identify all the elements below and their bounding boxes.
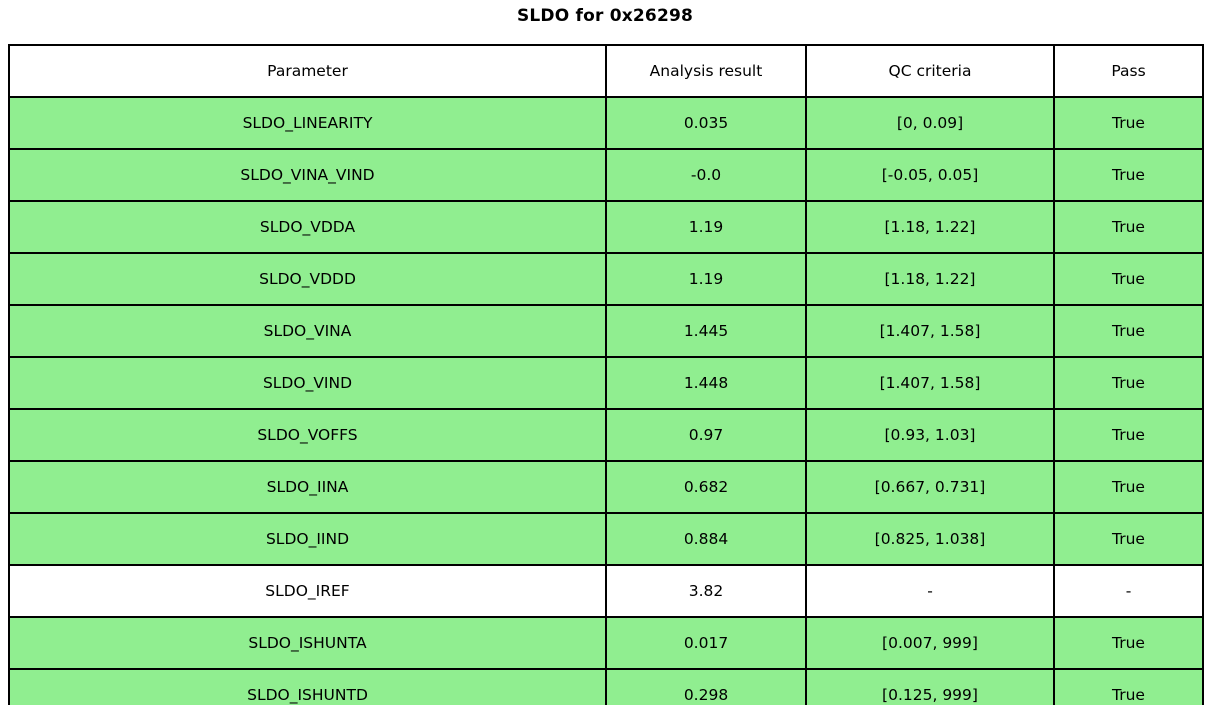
qc-cell: [1.18, 1.22] bbox=[805, 252, 1055, 306]
param-cell: SLDO_VINA bbox=[8, 304, 607, 358]
table-row: SLDO_ISHUNTA 0.017 [0.007, 999] True bbox=[8, 616, 1204, 670]
header-cell-qc-criteria: QC criteria bbox=[805, 44, 1055, 98]
result-cell: 1.19 bbox=[605, 252, 807, 306]
param-cell: SLDO_VDDD bbox=[8, 252, 607, 306]
qc-cell: [0.93, 1.03] bbox=[805, 408, 1055, 462]
pass-cell: - bbox=[1053, 564, 1204, 618]
pass-cell: True bbox=[1053, 96, 1204, 150]
header-cell-parameter: Parameter bbox=[8, 44, 607, 98]
table-row: SLDO_ISHUNTD 0.298 [0.125, 999] True bbox=[8, 668, 1204, 705]
pass-cell: True bbox=[1053, 148, 1204, 202]
result-cell: 3.82 bbox=[605, 564, 807, 618]
table-row: SLDO_VINA 1.445 [1.407, 1.58] True bbox=[8, 304, 1204, 358]
result-cell: 1.445 bbox=[605, 304, 807, 358]
param-cell: SLDO_LINEARITY bbox=[8, 96, 607, 150]
param-cell: SLDO_VIND bbox=[8, 356, 607, 410]
result-cell: 0.298 bbox=[605, 668, 807, 705]
qc-cell: [1.407, 1.58] bbox=[805, 304, 1055, 358]
qc-cell: [0, 0.09] bbox=[805, 96, 1055, 150]
table-row: SLDO_VOFFS 0.97 [0.93, 1.03] True bbox=[8, 408, 1204, 462]
pass-cell: True bbox=[1053, 408, 1204, 462]
pass-cell: True bbox=[1053, 460, 1204, 514]
param-cell: SLDO_IIND bbox=[8, 512, 607, 566]
param-cell: SLDO_VDDA bbox=[8, 200, 607, 254]
table-row: SLDO_IINA 0.682 [0.667, 0.731] True bbox=[8, 460, 1204, 514]
table-row: SLDO_VIND 1.448 [1.407, 1.58] True bbox=[8, 356, 1204, 410]
result-cell: 0.035 bbox=[605, 96, 807, 150]
result-cell: -0.0 bbox=[605, 148, 807, 202]
qc-cell: [-0.05, 0.05] bbox=[805, 148, 1055, 202]
result-cell: 0.884 bbox=[605, 512, 807, 566]
pass-cell: True bbox=[1053, 512, 1204, 566]
table-row: SLDO_VINA_VIND -0.0 [-0.05, 0.05] True bbox=[8, 148, 1204, 202]
table-row: SLDO_VDDD 1.19 [1.18, 1.22] True bbox=[8, 252, 1204, 306]
result-cell: 0.682 bbox=[605, 460, 807, 514]
table-row: SLDO_IREF 3.82 - - bbox=[8, 564, 1204, 618]
header-cell-analysis-result: Analysis result bbox=[605, 44, 807, 98]
table-row: SLDO_LINEARITY 0.035 [0, 0.09] True bbox=[8, 96, 1204, 150]
pass-cell: True bbox=[1053, 356, 1204, 410]
qc-cell: [0.007, 999] bbox=[805, 616, 1055, 670]
result-cell: 1.448 bbox=[605, 356, 807, 410]
result-cell: 0.017 bbox=[605, 616, 807, 670]
param-cell: SLDO_IINA bbox=[8, 460, 607, 514]
pass-cell: True bbox=[1053, 668, 1204, 705]
qc-cell: [0.825, 1.038] bbox=[805, 512, 1055, 566]
qc-cell: [0.667, 0.731] bbox=[805, 460, 1055, 514]
table-row: SLDO_VDDA 1.19 [1.18, 1.22] True bbox=[8, 200, 1204, 254]
table-header-row: Parameter Analysis result QC criteria Pa… bbox=[8, 44, 1204, 98]
param-cell: SLDO_ISHUNTD bbox=[8, 668, 607, 705]
header-cell-pass: Pass bbox=[1053, 44, 1204, 98]
result-cell: 1.19 bbox=[605, 200, 807, 254]
results-table: Parameter Analysis result QC criteria Pa… bbox=[8, 44, 1204, 705]
pass-cell: True bbox=[1053, 252, 1204, 306]
param-cell: SLDO_IREF bbox=[8, 564, 607, 618]
param-cell: SLDO_VINA_VIND bbox=[8, 148, 607, 202]
qc-cell: [1.407, 1.58] bbox=[805, 356, 1055, 410]
qc-cell: [0.125, 999] bbox=[805, 668, 1055, 705]
qc-cell: [1.18, 1.22] bbox=[805, 200, 1055, 254]
pass-cell: True bbox=[1053, 304, 1204, 358]
qc-cell: - bbox=[805, 564, 1055, 618]
result-cell: 0.97 bbox=[605, 408, 807, 462]
table-row: SLDO_IIND 0.884 [0.825, 1.038] True bbox=[8, 512, 1204, 566]
pass-cell: True bbox=[1053, 616, 1204, 670]
param-cell: SLDO_VOFFS bbox=[8, 408, 607, 462]
pass-cell: True bbox=[1053, 200, 1204, 254]
chart-title: SLDO for 0x26298 bbox=[516, 6, 694, 26]
param-cell: SLDO_ISHUNTA bbox=[8, 616, 607, 670]
